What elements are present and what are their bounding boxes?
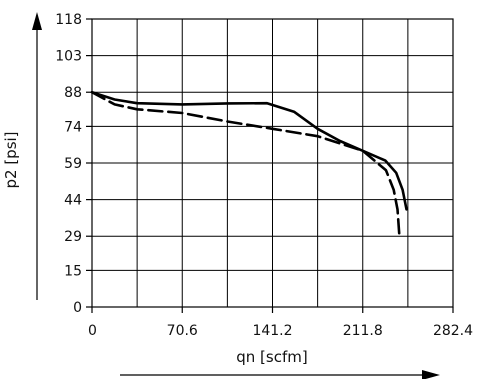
y-tick-label: 103 [55,49,82,65]
y-tick-label: 0 [73,300,82,316]
x-tick-label: 70.6 [167,323,198,339]
tick-labels: 0 15 29 44 59 74 88 103 118 0 70.6 141.2 211.8 282.4 [55,12,473,339]
y-axis-arrowhead [32,12,42,30]
series-group [90,90,408,238]
series-line-dashed [90,90,401,238]
y-tick-label: 59 [64,156,82,172]
x-tick-label: 0 [88,323,97,339]
y-tick-label: 118 [55,12,82,28]
y-axis-label: p2 [psi] [2,131,20,188]
y-tick-label: 29 [64,229,82,245]
x-axis-label: qn [scfm] [236,348,307,366]
y-tick-label: 44 [64,193,82,209]
x-tick-label: 211.8 [343,323,383,339]
y-tick-label: 74 [64,119,82,135]
x-axis-arrowhead [422,370,440,379]
y-tick-label: 88 [64,85,82,101]
grid [91,18,454,308]
x-tick-label: 282.4 [433,323,473,339]
series-line-solid [90,90,408,211]
axes [32,12,454,379]
x-tick-label: 141.2 [252,323,292,339]
y-tick-label: 15 [64,263,82,279]
